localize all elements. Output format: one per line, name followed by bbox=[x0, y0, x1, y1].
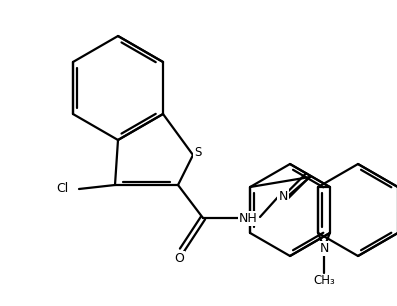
Text: NH: NH bbox=[239, 211, 257, 225]
Text: N: N bbox=[278, 189, 288, 203]
Text: CH₃: CH₃ bbox=[313, 274, 335, 288]
Text: O: O bbox=[174, 252, 184, 264]
Text: S: S bbox=[194, 145, 202, 159]
Text: N: N bbox=[319, 241, 329, 255]
Text: Cl: Cl bbox=[56, 182, 68, 196]
